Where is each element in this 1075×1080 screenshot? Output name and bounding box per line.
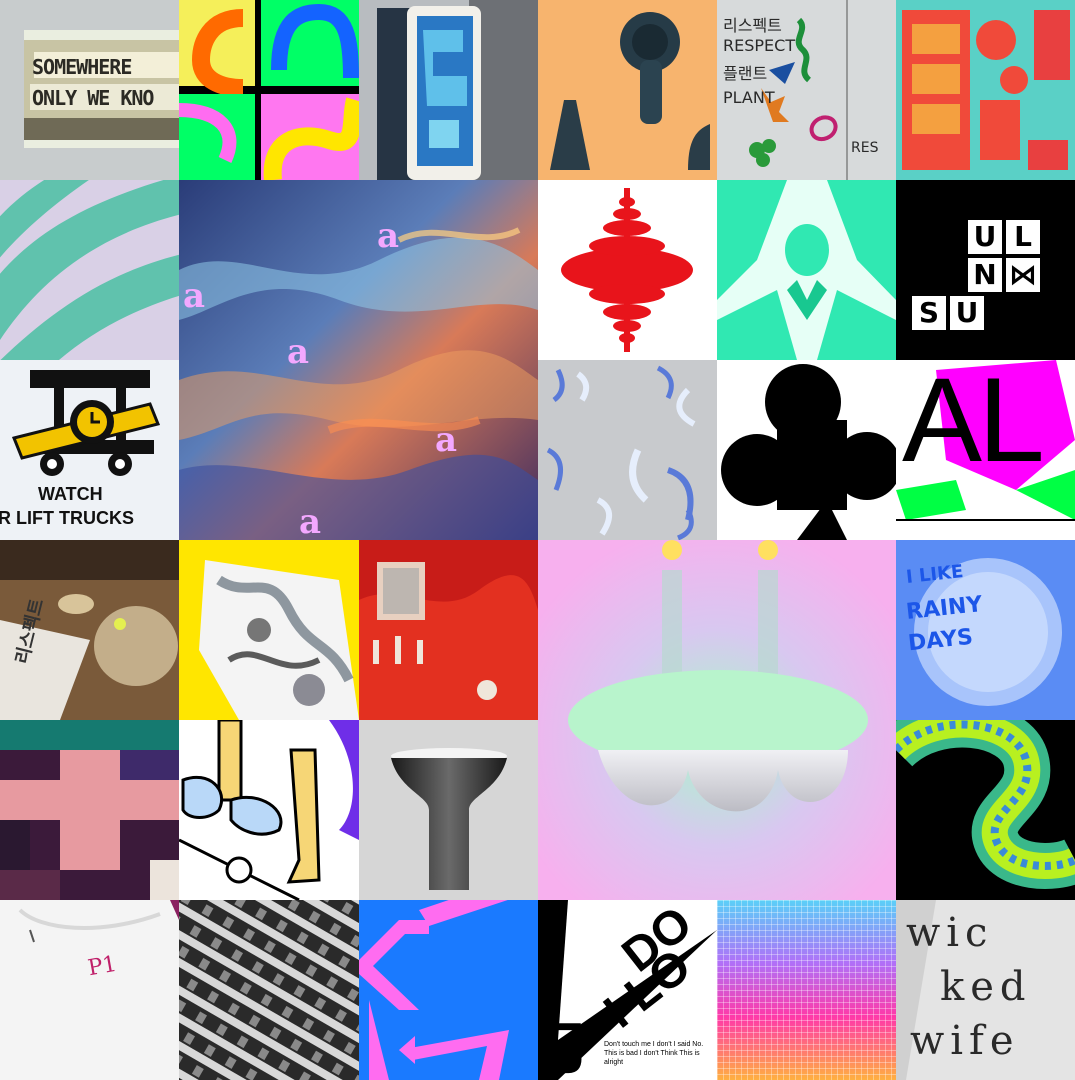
tile-glass-render[interactable]: a a a a a — [179, 180, 538, 540]
tile-dont-typography[interactable]: DO I LO UT Don't touch me I don't I said… — [538, 900, 717, 1080]
black-flower-graphic — [721, 364, 896, 540]
tile-hairdryer-product[interactable] — [538, 0, 717, 180]
rug-photo-graphic — [359, 0, 538, 180]
ulnmsu-box-2: L — [1006, 220, 1040, 254]
tile-black-flower[interactable] — [717, 360, 896, 540]
tile-blurry-cake[interactable] — [538, 540, 896, 900]
line-illustration-graphic — [179, 720, 359, 900]
pedestal-graphic — [359, 720, 538, 900]
ulnmsu-box-6: U — [950, 296, 984, 330]
tile-red-machine[interactable] — [896, 0, 1075, 180]
tile-rainy-days[interactable]: I LIKE RAINY DAYS — [896, 540, 1075, 720]
tile-green-serpent[interactable] — [896, 720, 1075, 900]
tile-gradient-grid[interactable] — [717, 900, 896, 1080]
red-totem-graphic — [561, 188, 693, 352]
tile-blue-shards[interactable] — [538, 360, 717, 540]
tile-forklift-sign[interactable]: WATCH R LIFT TRUCKS — [0, 360, 179, 540]
tshirt-graphic — [0, 900, 179, 1080]
hairdryer-graphic — [538, 0, 717, 180]
tile-pedestal-render[interactable] — [359, 720, 538, 900]
red-machine-graphic — [896, 0, 1075, 180]
blurry-cake-graphic — [538, 540, 896, 900]
glass-render-graphic — [179, 180, 538, 540]
tile-al-typography[interactable]: AL — [896, 360, 1075, 540]
tile-pixel-cross[interactable] — [0, 720, 179, 900]
arrow-graphic — [359, 900, 538, 1080]
ulnmsu-box-4: ⋈ — [1006, 258, 1040, 292]
rainy-days-graphic — [896, 540, 1075, 720]
gradient-grid-graphic — [717, 900, 896, 1080]
mint-halftone-graphic — [717, 180, 896, 360]
tile-respect-plant-poster[interactable]: 리스펙트 RESPECT 플랜트 PLANT RES — [717, 0, 896, 180]
tile-somewhere-sign[interactable]: SOMEWHERE ONLY WE KNO — [0, 0, 179, 180]
pixel-cross-graphic — [0, 720, 179, 900]
respect-poster-shapes — [749, 0, 848, 180]
tile-ink-texture[interactable] — [179, 540, 359, 720]
tile-red-totem[interactable] — [538, 180, 717, 360]
tile-wicked-wife[interactable]: wic ked wife — [896, 900, 1075, 1080]
ink-texture-graphic — [199, 560, 359, 720]
tile-ulnmsu-logo[interactable]: U L N ⋈ S U — [896, 180, 1075, 360]
blue-shards-graphic — [538, 360, 717, 540]
book-stone-graphic — [0, 540, 179, 720]
ulnmsu-box-1: U — [968, 220, 1002, 254]
tile-book-stone-photo[interactable]: 리스펙트 — [0, 540, 179, 720]
tile-rug-photo[interactable] — [359, 0, 538, 180]
color-blocks-graphic — [179, 0, 359, 180]
wicked-wife-shapes — [896, 900, 1075, 1080]
tile-chess-mirror-photo[interactable] — [359, 540, 538, 720]
tile-line-illustration[interactable] — [179, 720, 359, 900]
woven-texture-graphic — [179, 900, 359, 1080]
dont-shapes — [558, 900, 717, 1080]
forklift-sign-graphic — [0, 360, 179, 540]
al-shapes — [896, 360, 1075, 521]
green-serpent-graphic — [896, 720, 1075, 900]
tile-arrow-graphic[interactable] — [359, 900, 538, 1080]
chess-mirror-graphic — [359, 540, 538, 720]
tile-woven-texture[interactable] — [179, 900, 359, 1080]
tile-mint-stripes[interactable] — [0, 180, 179, 360]
somewhere-sign-graphic — [24, 30, 179, 148]
tile-mint-halftone[interactable] — [717, 180, 896, 360]
mint-stripes-graphic — [0, 180, 179, 360]
tile-tshirt-photo[interactable]: P1 — [0, 900, 179, 1080]
ulnmsu-box-5: S — [912, 296, 946, 330]
tile-color-blocks[interactable] — [179, 0, 359, 180]
ulnmsu-box-3: N — [968, 258, 1002, 292]
